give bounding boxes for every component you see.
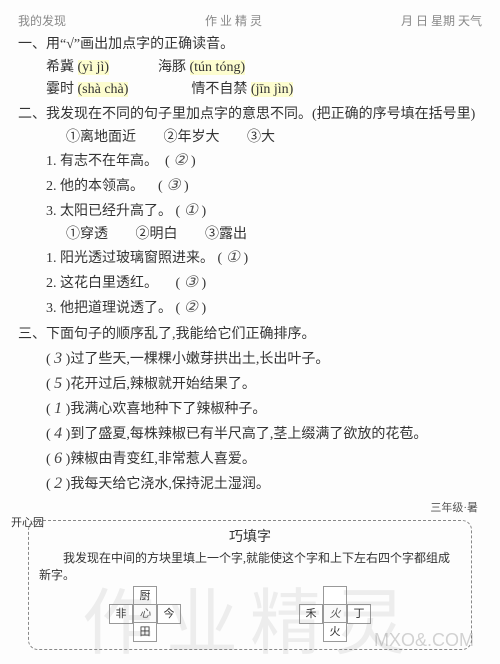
sec2b-opt2: ②明白 bbox=[136, 224, 178, 245]
fun-title: 巧填字 bbox=[39, 527, 461, 548]
word-shashi: 霎时 bbox=[46, 82, 74, 97]
sec2a-q3: 3. 太阳已经升高了。 bbox=[46, 204, 172, 219]
sec3-text-6: 我每天给它浇水,保持泥土湿润。 bbox=[70, 477, 270, 492]
sec3-order-6: 2 bbox=[54, 475, 62, 492]
pinyin-qingbuzijin: (jīn jìn) bbox=[251, 82, 293, 97]
sec2b-opt1: ①穿透 bbox=[66, 224, 108, 245]
c2-right: 丁 bbox=[347, 604, 371, 624]
sec2b-q2: 2. 这花白里透红。 bbox=[46, 276, 158, 291]
sec3-line-5: ( 6 )辣椒由青变红,非常惹人喜爱。 bbox=[18, 447, 482, 471]
fun-desc: 我发现在中间的方块里填上一个字,就能使这个字和上下左右四个字都组成新字。 bbox=[39, 550, 461, 584]
sec2b-options: ①穿透 ②明白 ③露出 bbox=[18, 224, 482, 245]
c2-bottom: 火 bbox=[323, 622, 347, 642]
c1-center: 心 bbox=[133, 604, 157, 624]
sec2a-opt2: ②年岁大 bbox=[164, 127, 220, 148]
sec3-order-5: 6 bbox=[54, 450, 62, 467]
word-haitun: 海豚 bbox=[158, 60, 186, 75]
word-xiji: 希冀 bbox=[46, 60, 74, 75]
sec2a-a2: ③ bbox=[166, 174, 180, 198]
c1-right: 今 bbox=[157, 604, 181, 624]
pinyin-haitun: (tún tóng) bbox=[190, 60, 246, 75]
section3-title: 三、下面句子的顺序乱了,我能给它们正确排序。 bbox=[18, 324, 482, 345]
cross-1: 厨 非 心 今 田 bbox=[109, 586, 181, 640]
sec3-order-3: 1 bbox=[54, 400, 62, 417]
header-center: 作 业 精 灵 bbox=[205, 12, 262, 30]
sec2a-opt1: ①离地面近 bbox=[66, 127, 136, 148]
sec2b-a2: ③ bbox=[184, 271, 198, 295]
c1-bottom: 田 bbox=[133, 622, 157, 642]
sec3-text-3: 我满心欢喜地种下了辣椒种子。 bbox=[70, 402, 266, 417]
sec2b-q1: 1. 阳光透过玻璃窗照进来。 bbox=[46, 251, 214, 266]
sec2a-line2: 2. 他的本领高。 ( ③ ) bbox=[18, 174, 482, 198]
sec3-text-5: 辣椒由青变红,非常惹人喜爱。 bbox=[70, 452, 256, 467]
sec1-line2: 霎时 (shà chà) 情不自禁 (jīn jìn) bbox=[18, 79, 482, 100]
sec2b-line3: 3. 他把道理说透了。 ( ② ) bbox=[18, 296, 482, 320]
sec2a-a1: ② bbox=[173, 149, 187, 173]
sec1-line1: 希冀 (yì jì) 海豚 (tún tóng) bbox=[18, 57, 482, 78]
section1-title: 一、用“√”画出加点字的正确读音。 bbox=[18, 34, 482, 55]
sec3-line-2: ( 5 )花开过后,辣椒就开始结果了。 bbox=[18, 372, 482, 396]
sec2b-a1: ① bbox=[226, 246, 240, 270]
cross-2: 禾 火 丁 火 bbox=[299, 586, 371, 640]
c2-center: 火 bbox=[323, 604, 347, 624]
c2-top bbox=[323, 586, 347, 606]
sec2b-line2: 2. 这花白里透红。 ( ③ ) bbox=[18, 271, 482, 295]
page-footer: 三年级·暑 bbox=[430, 500, 478, 517]
cross-area: 厨 非 心 今 田 禾 火 丁 火 bbox=[39, 586, 461, 642]
fun-box: 开心园 巧填字 我发现在中间的方块里填上一个字,就能使这个字和上下左右四个字都组… bbox=[28, 520, 472, 650]
sec3-line-1: ( 3 )过了些天,一棵棵小嫩芽拱出土,长出叶子。 bbox=[18, 347, 482, 371]
page-header: 我的发现 作 业 精 灵 月 日 星期 天气 bbox=[18, 12, 482, 30]
section2-title: 二、我发现在不同的句子里加点字的意思不同。(把正确的序号填在括号里) bbox=[18, 104, 482, 125]
sec3-text-4: 到了盛夏,每株辣椒已有半尺高了,茎上缀满了欲放的花苞。 bbox=[70, 427, 427, 442]
sec3-line-4: ( 4 )到了盛夏,每株辣椒已有半尺高了,茎上缀满了欲放的花苞。 bbox=[18, 422, 482, 446]
sec3-order-4: 4 bbox=[54, 425, 62, 442]
header-left: 我的发现 bbox=[18, 12, 66, 30]
sec3-line-3: ( 1 )我满心欢喜地种下了辣椒种子。 bbox=[18, 397, 482, 421]
sec3-line-6: ( 2 )我每天给它浇水,保持泥土湿润。 bbox=[18, 472, 482, 496]
sec2a-line1: 1. 有志不在年高。 ( ② ) bbox=[18, 149, 482, 173]
header-right: 月 日 星期 天气 bbox=[401, 12, 482, 30]
sec2a-a3: ① bbox=[184, 199, 198, 223]
sec2b-line1: 1. 阳光透过玻璃窗照进来。 ( ① ) bbox=[18, 246, 482, 270]
word-qingbuzijin: 情不自禁 bbox=[191, 82, 247, 97]
c2-left: 禾 bbox=[299, 604, 323, 624]
sec2a-options: ①离地面近 ②年岁大 ③大 bbox=[18, 127, 482, 148]
sec2a-q1: 1. 有志不在年高。 bbox=[46, 154, 158, 169]
sec2b-q3: 3. 他把道理说透了。 bbox=[46, 301, 172, 316]
pinyin-shashi: (shà chà) bbox=[78, 82, 129, 97]
c1-top: 厨 bbox=[133, 586, 157, 606]
sec2b-opt3: ③露出 bbox=[205, 224, 247, 245]
fun-label: 开心园 bbox=[11, 515, 44, 532]
sec2a-line3: 3. 太阳已经升高了。 ( ① ) bbox=[18, 199, 482, 223]
sec2a-q2: 2. 他的本领高。 bbox=[46, 179, 144, 194]
c1-left: 非 bbox=[109, 604, 133, 624]
sec2b-a3: ② bbox=[184, 296, 198, 320]
sec3-text-2: 花开过后,辣椒就开始结果了。 bbox=[70, 377, 256, 392]
sec2a-opt3: ③大 bbox=[247, 127, 275, 148]
sec3-text-1: 过了些天,一棵棵小嫩芽拱出土,长出叶子。 bbox=[70, 352, 329, 367]
sec3-order-2: 5 bbox=[54, 375, 62, 392]
pinyin-xiji: (yì jì) bbox=[78, 60, 110, 75]
sec3-order-1: 3 bbox=[54, 350, 62, 367]
